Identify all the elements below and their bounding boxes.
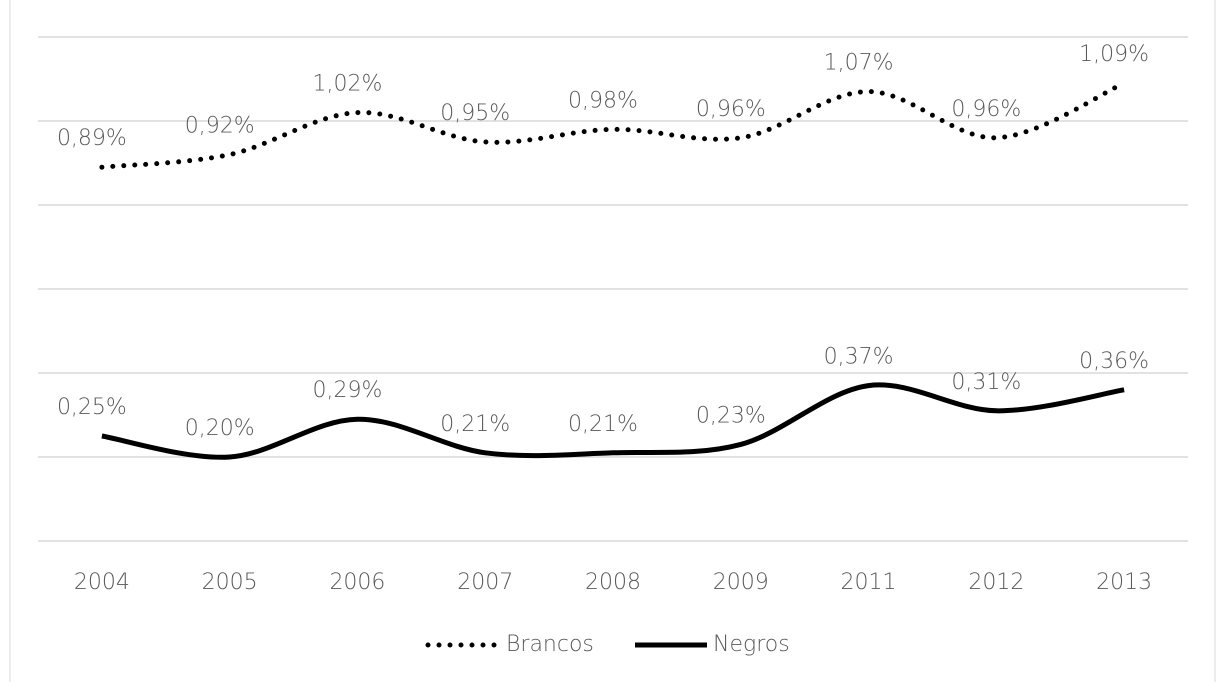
data-label: 0,96% (951, 97, 1021, 122)
x-tick-label: 2007 (457, 570, 513, 595)
data-label: 0,29% (312, 378, 382, 403)
data-label: 0,20% (185, 416, 255, 441)
data-label: 0,21% (440, 412, 510, 437)
data-label: 1,09% (1079, 42, 1149, 67)
line-series (99, 80, 1127, 170)
data-label: 0,25% (57, 395, 127, 420)
data-label: 0,37% (824, 345, 894, 370)
data-label: 0,31% (951, 370, 1021, 395)
x-tick-label: 2012 (968, 570, 1024, 595)
data-label: 0,96% (696, 97, 766, 122)
x-tick-label: 2008 (585, 570, 641, 595)
data-label: 0,36% (1079, 349, 1149, 374)
x-tick-label: 2011 (841, 570, 897, 595)
legend-label: Brancos (506, 632, 594, 657)
data-label: 0,92% (185, 114, 255, 139)
x-tick-label: 2004 (74, 570, 130, 595)
chart-frame (9, 0, 1216, 682)
data-label: 1,07% (824, 51, 894, 76)
x-tick-label: 2009 (713, 570, 769, 595)
x-tick-label: 2013 (1096, 570, 1152, 595)
data-label: 0,23% (696, 403, 766, 428)
x-tick-label: 2006 (329, 570, 385, 595)
data-label: 0,95% (440, 101, 510, 126)
data-label: 0,89% (57, 126, 127, 151)
data-label: 0,98% (568, 88, 638, 113)
x-tick-label: 2005 (202, 570, 258, 595)
data-label: 1,02% (312, 72, 382, 97)
data-label: 0,21% (568, 412, 638, 437)
line-series (101, 382, 1125, 460)
legend-label: Negros (713, 632, 790, 657)
